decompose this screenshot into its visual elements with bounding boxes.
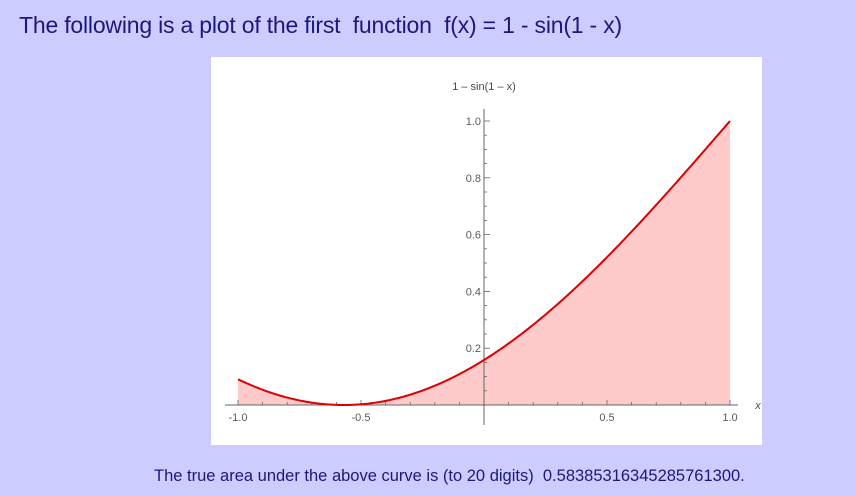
y-tick-label: 0.4 [466, 286, 481, 298]
x-tick-label: 0.5 [599, 412, 614, 424]
x-tick-label: -0.5 [352, 412, 371, 424]
function-plot: -1.0 -0.5 0.5 1.0 0.2 0.4 0.6 0.8 1.0 1 – sin(1 –… [225, 81, 761, 425]
curve-series-line [237, 120, 731, 407]
x-tick-label: -1.0 [229, 412, 248, 424]
y-axis-label: 1 – sin(1 – x) [452, 81, 516, 93]
y-tick-label: 1.0 [466, 116, 481, 128]
page-heading: The following is a plot of the first fun… [19, 12, 622, 38]
area-result-text: The true area under the above curve is (… [154, 467, 745, 485]
y-tick-label: 0.6 [466, 230, 481, 242]
area-fill [238, 121, 730, 405]
y-tick-label: 0.8 [466, 173, 481, 185]
x-axis-label: x [754, 400, 761, 412]
plot-panel: -1.0 -0.5 0.5 1.0 0.2 0.4 0.6 0.8 1.0 1 – sin(1 –… [211, 57, 762, 445]
x-tick-label: 1.0 [722, 412, 737, 424]
y-tick-label: 0.2 [466, 343, 481, 355]
